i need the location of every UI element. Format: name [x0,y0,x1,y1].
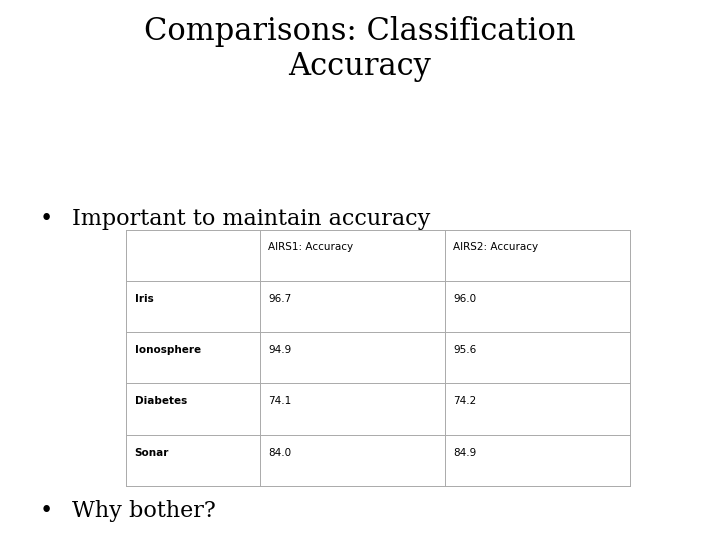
Text: Diabetes: Diabetes [135,396,187,406]
Text: 84.9: 84.9 [454,448,477,457]
Text: Sonar: Sonar [135,448,169,457]
Text: 94.9: 94.9 [268,345,292,355]
Text: AIRS1: Accuracy: AIRS1: Accuracy [268,242,354,252]
Text: 96.0: 96.0 [454,294,477,303]
Text: 74.2: 74.2 [454,396,477,406]
Text: •: • [40,500,53,522]
Text: 74.1: 74.1 [268,396,292,406]
Text: Why bother?: Why bother? [72,500,216,522]
Text: AIRS2: Accuracy: AIRS2: Accuracy [454,242,539,252]
Text: •: • [40,208,53,230]
Text: 96.7: 96.7 [268,294,292,303]
Text: Comparisons: Classification
Accuracy: Comparisons: Classification Accuracy [144,16,576,82]
Text: Ionosphere: Ionosphere [135,345,201,355]
Text: Important to maintain accuracy: Important to maintain accuracy [72,208,431,230]
Text: 84.0: 84.0 [268,448,292,457]
Text: 95.6: 95.6 [454,345,477,355]
Text: Iris: Iris [135,294,153,303]
